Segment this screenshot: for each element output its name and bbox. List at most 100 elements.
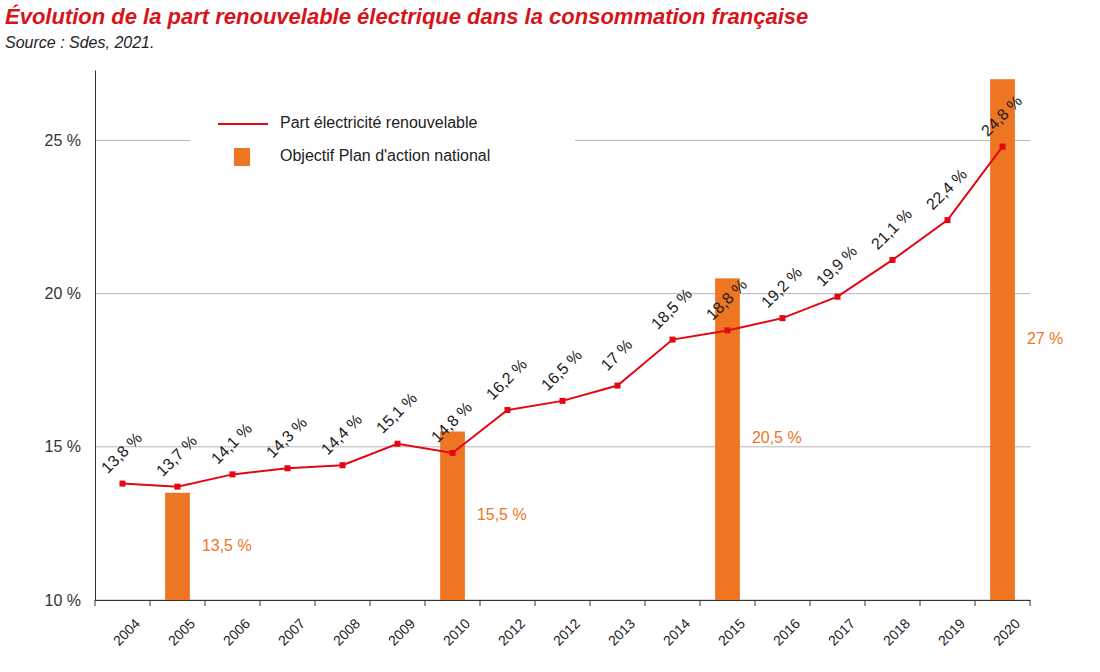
point-label: 14,3 % bbox=[263, 414, 310, 461]
x-tick: 2012 bbox=[495, 600, 528, 649]
bar-label: 20,5 % bbox=[752, 429, 802, 446]
point-label: 14,1 % bbox=[208, 420, 255, 467]
marker bbox=[340, 462, 346, 468]
legend-label: Part électricité renouvelable bbox=[280, 114, 478, 131]
x-tick-label: 2005 bbox=[165, 615, 198, 648]
marker bbox=[780, 315, 786, 321]
x-axis-line bbox=[96, 600, 1031, 601]
y-tick-label: 15 % bbox=[45, 438, 81, 455]
line bbox=[123, 147, 1003, 487]
x-tick-label: 2010 bbox=[440, 615, 473, 648]
x-tick-label: 2009 bbox=[385, 615, 418, 648]
marker bbox=[175, 484, 181, 490]
x-tick-label: 2013 bbox=[605, 615, 638, 648]
grid-line bbox=[95, 600, 1030, 601]
chart: Évolution de la part renouvelable électr… bbox=[0, 0, 1100, 672]
category-separator bbox=[920, 600, 921, 606]
category-separator bbox=[95, 600, 96, 606]
y-tick: 10 % bbox=[45, 592, 95, 609]
marker bbox=[450, 450, 456, 456]
x-tick: 2007 bbox=[275, 600, 308, 649]
bar-label: 13,5 % bbox=[202, 537, 252, 554]
category-separator bbox=[480, 600, 481, 606]
legend-item: Objectif Plan d'action national bbox=[234, 147, 490, 166]
point-label: 21,1 % bbox=[868, 205, 915, 252]
category-separator bbox=[865, 600, 866, 606]
x-tick-label: 2012 bbox=[495, 615, 528, 648]
x-tick: 2009 bbox=[385, 600, 418, 649]
legend-symbol bbox=[218, 123, 268, 125]
category-separator bbox=[205, 600, 206, 606]
marker bbox=[120, 481, 126, 487]
data-labels: 13,5 % 15,5 % 20,5 % 27 % 13,8 %13,7 %14,1 %… bbox=[98, 92, 1063, 554]
x-tick-label: 2019 bbox=[935, 615, 968, 648]
marker bbox=[230, 471, 236, 477]
y-tick-label: 25 % bbox=[45, 132, 81, 149]
category-separator bbox=[315, 600, 316, 606]
point-label: 19,2 % bbox=[758, 264, 805, 311]
x-tick: 2013 bbox=[605, 600, 638, 649]
y-tick: 25 % bbox=[45, 132, 95, 149]
point-label: 19,9 % bbox=[813, 242, 860, 289]
legend: Part électricité renouvelable Objectif Pl… bbox=[190, 108, 575, 174]
y-axis-line bbox=[95, 71, 96, 601]
bar bbox=[165, 493, 190, 600]
y-tick-label: 20 % bbox=[45, 285, 81, 302]
legend-item: Part électricité renouvelable bbox=[218, 114, 478, 131]
legend-background bbox=[190, 108, 575, 174]
marker bbox=[725, 327, 731, 333]
point-label: 18,8 % bbox=[703, 276, 750, 323]
point-label: 22,4 % bbox=[923, 166, 970, 213]
point-label: 14,8 % bbox=[428, 398, 475, 445]
x-tick: 2019 bbox=[935, 600, 968, 649]
x-tick: 2005 bbox=[165, 600, 198, 649]
point-label: 24,8 % bbox=[978, 92, 1025, 139]
x-tick: 2016 bbox=[770, 600, 803, 649]
x-tick: 2012 bbox=[550, 600, 583, 649]
x-tick-label: 2014 bbox=[660, 615, 693, 648]
x-tick-label: 2015 bbox=[715, 615, 748, 648]
marker bbox=[890, 257, 896, 263]
marker bbox=[945, 217, 951, 223]
category-separators bbox=[95, 600, 1030, 606]
x-tick-label: 2006 bbox=[220, 615, 253, 648]
x-tick-label: 2018 bbox=[880, 615, 913, 648]
x-tick-label: 2020 bbox=[990, 615, 1023, 648]
category-separator bbox=[1030, 600, 1031, 606]
category-separator bbox=[150, 600, 151, 606]
subtitle: Source : Sdes, 2021. bbox=[5, 34, 154, 51]
point-label: 13,8 % bbox=[98, 429, 145, 476]
category-separator bbox=[645, 600, 646, 606]
category-separator bbox=[755, 600, 756, 606]
x-tick: 2006 bbox=[220, 600, 253, 649]
marker bbox=[670, 337, 676, 343]
x-tick-label: 2007 bbox=[275, 615, 308, 648]
x-tick: 2015 bbox=[715, 600, 748, 649]
category-separator bbox=[425, 600, 426, 606]
marker bbox=[1000, 144, 1006, 150]
x-tick-label: 2016 bbox=[770, 615, 803, 648]
x-tick: 2017 bbox=[825, 600, 858, 649]
point-label: 13,7 % bbox=[153, 432, 200, 479]
legend-label: Objectif Plan d'action national bbox=[280, 147, 490, 164]
category-separator bbox=[370, 600, 371, 606]
bar bbox=[440, 432, 465, 600]
bar-label: 15,5 % bbox=[477, 506, 527, 523]
point-label: 18,5 % bbox=[648, 285, 695, 332]
marker bbox=[560, 398, 566, 404]
category-separator bbox=[810, 600, 811, 606]
bar bbox=[715, 278, 740, 600]
x-tick: 2010 bbox=[440, 600, 473, 649]
bar-label: 27 % bbox=[1027, 330, 1063, 347]
x-tick: 2018 bbox=[880, 600, 913, 649]
category-separator bbox=[535, 600, 536, 606]
marker bbox=[835, 294, 841, 300]
x-tick: 2004 bbox=[110, 600, 143, 649]
y-tick: 20 % bbox=[45, 285, 95, 302]
point-label: 16,2 % bbox=[483, 356, 530, 403]
x-tick-label: 2004 bbox=[110, 615, 143, 648]
title: Évolution de la part renouvelable électr… bbox=[5, 4, 808, 29]
marker bbox=[505, 407, 511, 413]
grid bbox=[95, 140, 1030, 600]
x-tick-label: 2017 bbox=[825, 615, 858, 648]
